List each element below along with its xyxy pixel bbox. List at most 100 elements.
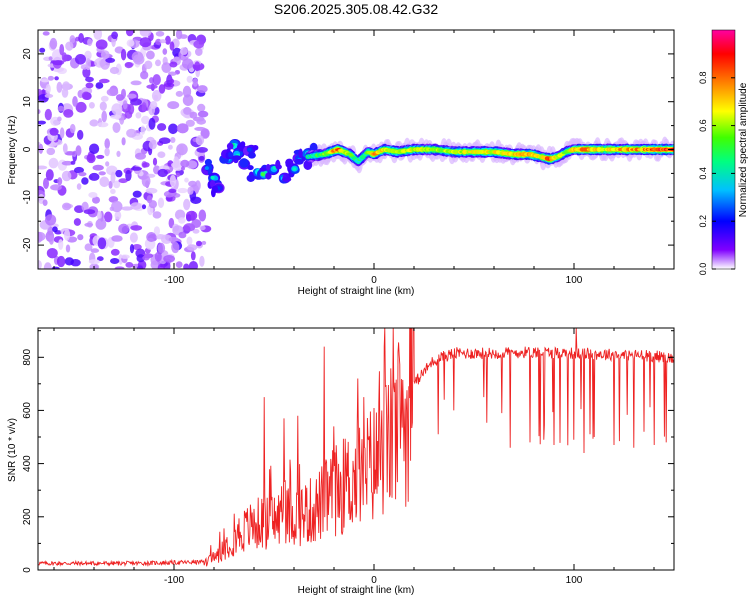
noise-blob [152,74,161,86]
noise-blob [192,228,200,234]
noise-blob [161,62,172,73]
noise-blob [115,169,123,178]
spectrogram-ytick-label: -10 [22,190,33,205]
noise-blob [65,41,74,51]
noise-blob [137,265,144,269]
spectrogram-ytick-label: 10 [22,96,33,108]
spectrogram-ytick-label: 20 [22,48,33,60]
noise-blob [46,248,58,259]
noise-blob [47,226,54,236]
transition-blob [286,161,292,169]
noise-blob [157,168,168,178]
noise-blob [189,111,198,119]
noise-blob [140,125,146,135]
transition-blob [298,148,303,159]
noise-blob [52,66,64,73]
noise-blob [105,57,116,63]
noise-blob [140,70,149,80]
noise-blob [76,183,82,190]
noise-blob [168,144,173,150]
noise-blob [168,188,177,193]
noise-blob [62,143,68,154]
noise-blob [73,218,81,226]
noise-blob [183,263,190,269]
transition-blob [276,164,282,170]
colorbar-ticks: 0.0 0.2 0.4 0.6 0.8 [698,72,735,275]
noise-blob [52,60,64,66]
noise-blob [111,200,123,213]
spectrogram-xtick-label: -100 [164,275,184,286]
noise-blob [151,90,162,102]
noise-blob [50,184,62,191]
colorbar-label: Normalized spectral amplitude [738,82,749,217]
noise-blob [139,37,152,48]
noise-blob [188,180,197,187]
noise-blob [105,161,110,167]
transition-blob [266,164,271,171]
noise-blob [93,30,103,40]
noise-blob [95,39,108,50]
noise-blob [132,190,142,198]
noise-blob [39,47,46,53]
noise-blob [159,39,167,44]
noise-blob [57,177,63,186]
noise-blob [38,231,43,243]
noise-blob [186,236,193,246]
noise-blob [165,35,171,45]
noise-blob [64,257,75,266]
noise-blob [184,177,189,183]
noise-blob [125,262,134,268]
noise-blob [99,101,107,111]
noise-blob [163,254,176,263]
snr-ytick-label: 200 [22,508,33,525]
noise-blob [198,209,207,222]
noise-blob [136,254,145,263]
noise-blob [101,110,107,123]
noise-blob [97,237,107,250]
noise-blob [187,186,194,195]
transition-blob [204,166,209,171]
noise-blob [61,170,72,182]
noise-blob [175,172,181,177]
noise-blob [54,76,59,81]
noise-blob [59,127,65,139]
noise-blob [177,187,188,194]
noise-blob [96,256,104,262]
noise-blob [69,123,76,134]
colorbar: 0.0 0.2 0.4 0.6 0.8 Normalized spectral ampl… [698,29,749,275]
noise-blob [130,166,143,171]
noise-blob [59,44,65,56]
noise-blob [49,37,58,50]
noise-blob [132,54,145,65]
noise-blob [114,266,125,269]
noise-blob [127,103,135,115]
noise-blob [191,219,202,228]
noise-blob [197,103,206,112]
noise-blob [110,188,116,195]
noise-blob [98,171,106,176]
noise-blob [104,211,113,223]
colorbar-tick-label: 0.2 [698,215,708,228]
noise-blob [142,162,150,168]
noise-blob [171,241,180,254]
transition-blob [303,160,313,170]
noise-blob [179,34,188,39]
noise-blob [196,147,208,153]
snr-xtick-label: -100 [164,575,184,586]
noise-blob [148,117,156,130]
transition-blob [226,142,234,150]
colorbar-tick-label: 0.8 [698,72,708,85]
noise-blob [97,210,102,221]
noise-blob [141,115,150,125]
noise-blob [45,169,54,181]
noise-blob [106,88,119,97]
noise-blob [149,101,158,109]
noise-blob [62,202,72,211]
noise-blob [130,202,142,210]
noise-blob [38,143,44,154]
noise-blob [97,122,109,128]
noise-blob [179,47,188,55]
noise-blob [75,54,86,65]
noise-blob [176,143,188,156]
noise-blob [75,101,87,113]
